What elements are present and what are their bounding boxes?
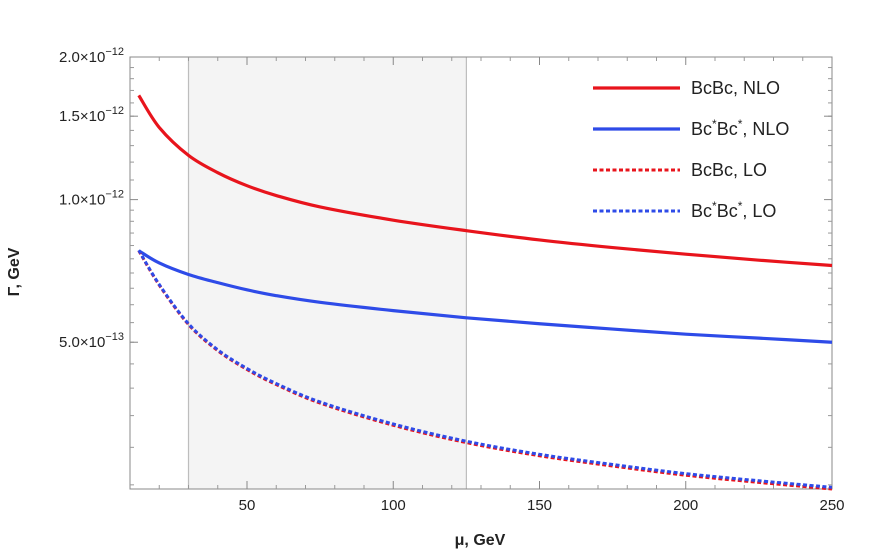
series-line-bcstarbcstar-nlo — [137, 249, 833, 344]
x-tick-label: 100 — [381, 497, 406, 514]
shaded-band — [188, 57, 467, 489]
x-tick-label: 150 — [527, 497, 552, 514]
x-tick-label: 200 — [673, 497, 698, 514]
x-tick-label: 250 — [819, 497, 844, 514]
series-line-bcstarbcstar-lo — [137, 249, 833, 489]
series-layer — [137, 94, 833, 491]
y-tick-label: 5.0×10−13 — [59, 331, 124, 351]
x-tick-label: 50 — [239, 497, 256, 514]
legend-label: BcBc, NLO — [691, 78, 780, 98]
shaded-band-layer — [187, 57, 467, 489]
series-line-bcbc-nlo — [137, 94, 833, 268]
axis-ticks: 50 100 150 200 250 5.0×10−13 1.0×10−12 1.5×10−1… — [59, 46, 844, 514]
y-tick-label: 2.0×10−12 — [59, 46, 124, 66]
y-tick-label: 1.0×10−12 — [59, 189, 124, 209]
legend-label: BcBc, LO — [691, 160, 767, 180]
legend-label: Bc*Bc*, NLO — [691, 117, 789, 139]
legend: BcBc, NLO Bc*Bc*, NLO BcBc, LO Bc*Bc*, LO — [593, 78, 789, 221]
legend-label: Bc*Bc*, LO — [691, 199, 776, 221]
y-axis-label: Γ, GeV — [6, 247, 23, 296]
y-tick-label: 1.5×10−12 — [59, 105, 124, 125]
x-axis-label: μ, GeV — [455, 532, 506, 549]
